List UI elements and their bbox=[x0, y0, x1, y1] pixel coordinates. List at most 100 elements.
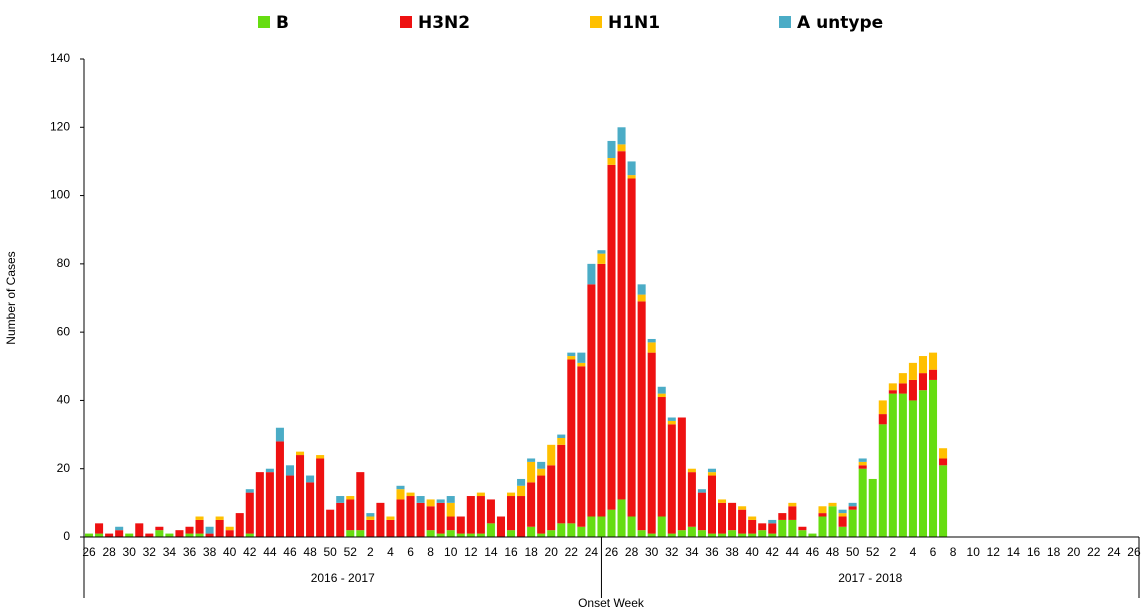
bar-segment bbox=[908, 362, 917, 380]
bar-segment bbox=[687, 472, 696, 527]
legend-swatch bbox=[590, 16, 602, 28]
bar-segment bbox=[577, 526, 586, 537]
x-tick-label: 14 bbox=[484, 545, 498, 559]
x-tick-label: 38 bbox=[203, 545, 217, 559]
bar-segment bbox=[356, 472, 365, 531]
bar-segment bbox=[527, 482, 536, 527]
bar-segment bbox=[667, 533, 676, 537]
x-tick-label: 42 bbox=[766, 545, 780, 559]
bar-segment bbox=[597, 263, 606, 517]
bar-segment bbox=[205, 533, 214, 537]
bar-segment bbox=[396, 499, 405, 537]
x-tick-label: 38 bbox=[725, 545, 739, 559]
bar-segment bbox=[476, 533, 485, 537]
bar-segment bbox=[657, 393, 666, 398]
bar-segment bbox=[476, 496, 485, 534]
x-tick-label: 10 bbox=[444, 545, 458, 559]
bar-segment bbox=[486, 499, 495, 524]
bar-segment bbox=[627, 178, 636, 517]
bar-segment bbox=[527, 526, 536, 537]
legend-label: H1N1 bbox=[608, 13, 660, 33]
x-tick-label: 34 bbox=[685, 545, 699, 559]
bar-segment bbox=[205, 526, 214, 534]
x-tick-label: 46 bbox=[283, 545, 297, 559]
bar-segment bbox=[848, 502, 857, 507]
x-tick-label: 28 bbox=[102, 545, 116, 559]
bar-segment bbox=[617, 151, 626, 500]
bar-segment bbox=[667, 417, 676, 421]
bar-segment bbox=[707, 533, 716, 537]
bar-segment bbox=[627, 161, 636, 176]
bar-segment bbox=[838, 509, 847, 514]
bar-segment bbox=[316, 455, 325, 459]
bar-segment bbox=[939, 458, 948, 466]
bar-segment bbox=[386, 516, 395, 520]
bar-segment bbox=[296, 451, 305, 456]
bar-segment bbox=[557, 444, 566, 524]
x-tick-label: 4 bbox=[910, 545, 917, 559]
bar-segment bbox=[697, 530, 706, 537]
bar-segment bbox=[707, 468, 716, 473]
x-tick-label: 46 bbox=[806, 545, 820, 559]
bar-segment bbox=[346, 496, 355, 500]
bar-segment bbox=[125, 533, 134, 537]
bar-segment bbox=[346, 499, 355, 531]
x-tick-label: 16 bbox=[1027, 545, 1041, 559]
bar-segment bbox=[838, 516, 847, 527]
bar-segment bbox=[637, 294, 646, 302]
bar-segment bbox=[537, 468, 546, 476]
bar-segment bbox=[758, 530, 767, 537]
bar-segment bbox=[567, 352, 576, 357]
bar-segment bbox=[898, 373, 907, 384]
bar-segment bbox=[718, 533, 727, 537]
y-tick-label: 80 bbox=[57, 256, 71, 270]
bar-segment bbox=[316, 458, 325, 537]
bar-segment bbox=[336, 502, 345, 537]
bar-segment bbox=[567, 359, 576, 524]
x-tick-label: 10 bbox=[967, 545, 981, 559]
bar-segment bbox=[788, 519, 797, 537]
bar-segment bbox=[888, 383, 897, 391]
bar-segment bbox=[637, 284, 646, 295]
x-tick-label: 2 bbox=[367, 545, 374, 559]
bar-segment bbox=[939, 465, 948, 537]
x-tick-label: 30 bbox=[123, 545, 137, 559]
bar-segment bbox=[245, 533, 254, 537]
bar-segment bbox=[285, 475, 294, 537]
bar-segment bbox=[908, 400, 917, 537]
x-tick-label: 52 bbox=[866, 545, 880, 559]
legend-swatch bbox=[258, 16, 270, 28]
bar-segment bbox=[537, 475, 546, 534]
bar-segment bbox=[557, 437, 566, 445]
x-tick-label: 32 bbox=[665, 545, 679, 559]
bar-segment bbox=[285, 465, 294, 476]
bar-segment bbox=[758, 523, 767, 531]
bar-segment bbox=[537, 533, 546, 537]
bar-segment bbox=[195, 519, 204, 534]
bar-segment bbox=[617, 499, 626, 537]
bar-segment bbox=[617, 127, 626, 145]
bar-segment bbox=[808, 533, 817, 537]
x-tick-label: 44 bbox=[786, 545, 800, 559]
bar-segment bbox=[567, 523, 576, 537]
bar-segment bbox=[818, 506, 827, 514]
bar-segment bbox=[597, 250, 606, 254]
bar-segment bbox=[697, 492, 706, 531]
x-tick-label: 26 bbox=[1127, 545, 1141, 559]
bar-segment bbox=[306, 482, 315, 537]
bar-segment bbox=[607, 509, 616, 537]
bar-segment bbox=[557, 523, 566, 537]
bar-segment bbox=[868, 478, 877, 537]
bar-segment bbox=[858, 468, 867, 537]
bar-segment bbox=[818, 513, 827, 517]
bar-segment bbox=[768, 523, 777, 534]
bar-segment bbox=[456, 516, 465, 534]
bar-segment bbox=[306, 475, 315, 483]
bar-segment bbox=[748, 519, 757, 534]
bar-segment bbox=[426, 506, 435, 531]
bar-segment bbox=[607, 158, 616, 165]
y-tick-label: 20 bbox=[57, 461, 71, 475]
bar-segment bbox=[878, 424, 887, 537]
bar-segment bbox=[718, 502, 727, 534]
